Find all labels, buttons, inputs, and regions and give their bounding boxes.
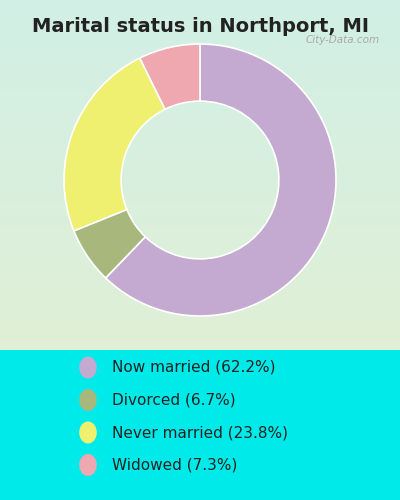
Text: Divorced (6.7%): Divorced (6.7%) xyxy=(112,392,236,407)
Text: City-Data.com: City-Data.com xyxy=(306,35,380,45)
Wedge shape xyxy=(64,58,165,231)
Text: Marital status in Northport, MI: Marital status in Northport, MI xyxy=(32,18,368,36)
Wedge shape xyxy=(74,210,145,278)
Text: Widowed (7.3%): Widowed (7.3%) xyxy=(112,458,237,472)
Wedge shape xyxy=(140,44,200,110)
Text: Now married (62.2%): Now married (62.2%) xyxy=(112,360,276,375)
Text: Never married (23.8%): Never married (23.8%) xyxy=(112,425,288,440)
Wedge shape xyxy=(106,44,336,316)
